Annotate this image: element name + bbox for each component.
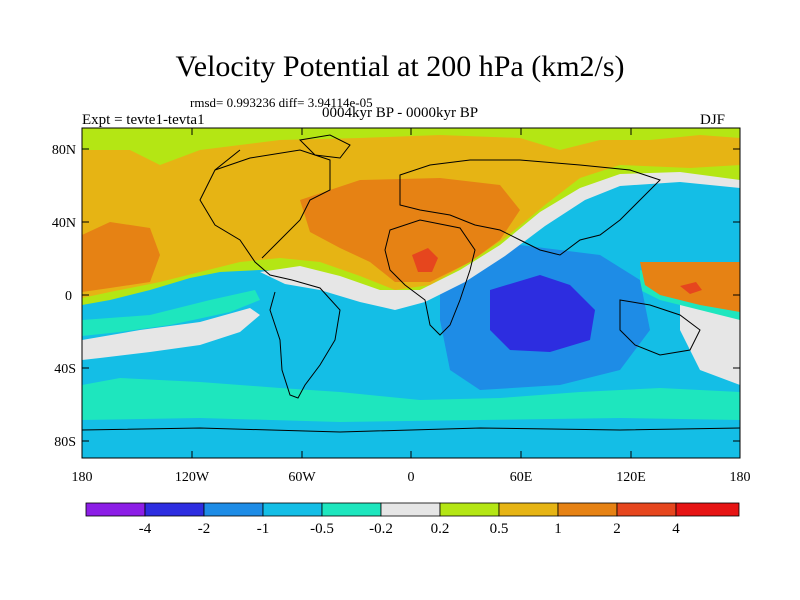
coast-south-america bbox=[269, 279, 341, 399]
lat-label-0: 0 bbox=[65, 289, 72, 304]
period-label: 0004kyr BP - 0000kyr BP bbox=[322, 105, 479, 121]
stats-label: rmsd= 0.993236 diff= 3.94114e-05 bbox=[190, 95, 373, 110]
colorbar-box-1 bbox=[144, 502, 205, 517]
lon-label-0: 0 bbox=[408, 470, 415, 485]
lat-axis: 80N 40N 0 40S 80S bbox=[52, 143, 740, 450]
lon-axis: 180 120W 60W 0 60E 120E 180 bbox=[72, 128, 751, 485]
lat-label-80n: 80N bbox=[52, 143, 76, 158]
colorbar-label-6: 0.5 bbox=[490, 521, 509, 537]
field-near0-spacific bbox=[82, 308, 260, 360]
lon-label-60w: 60W bbox=[288, 470, 316, 485]
coastlines bbox=[82, 134, 740, 433]
colorbar: -4 -2 -1 -0.5 -0.2 0.2 0.5 1 2 4 bbox=[85, 502, 740, 537]
colorbar-box-6 bbox=[439, 502, 500, 517]
field-neg4-indian bbox=[490, 275, 595, 352]
colorbar-label-4: -0.2 bbox=[369, 521, 393, 537]
figure-title: Velocity Potential at 200 hPa (km2/s) bbox=[175, 50, 625, 83]
lon-label-180e: 180 bbox=[730, 470, 751, 485]
coast-antarctica bbox=[82, 427, 740, 433]
colorbar-box-2 bbox=[203, 502, 264, 517]
colorbar-box-0 bbox=[85, 502, 146, 517]
field-pos2-wpac bbox=[680, 282, 702, 294]
coast-north-america bbox=[199, 149, 293, 281]
colorbar-box-3 bbox=[262, 502, 323, 517]
colorbar-label-2: -1 bbox=[257, 521, 270, 537]
lat-label-40s: 40S bbox=[54, 362, 76, 377]
colorbar-box-4 bbox=[321, 502, 382, 517]
colorbar-label-8: 2 bbox=[613, 521, 621, 537]
field-pos1-africa bbox=[300, 178, 520, 282]
field-near0-east bbox=[680, 300, 740, 385]
coast-australia bbox=[619, 299, 701, 356]
field-neg05-spacific bbox=[82, 290, 260, 336]
contour-field bbox=[82, 128, 740, 458]
colorbar-box-9 bbox=[616, 502, 677, 517]
lon-label-60e: 60E bbox=[510, 470, 533, 485]
colorbar-label-3: -0.5 bbox=[310, 521, 334, 537]
colorbar-label-5: 0.2 bbox=[431, 521, 450, 537]
field-neg1-south bbox=[82, 418, 740, 458]
coast-eurasia bbox=[399, 159, 661, 256]
experiment-label: Expt = tevte1-tevta1 bbox=[82, 112, 205, 128]
colorbar-label-7: 1 bbox=[554, 521, 562, 537]
field-pos2-africa bbox=[412, 248, 438, 272]
lon-label-120w: 120W bbox=[175, 470, 210, 485]
colorbar-box-10 bbox=[675, 502, 740, 517]
lon-label-120e: 120E bbox=[616, 470, 646, 485]
lat-label-80s: 80S bbox=[54, 435, 76, 450]
colorbar-label-1: -2 bbox=[198, 521, 211, 537]
coast-africa bbox=[384, 219, 476, 336]
field-pos1-pacific bbox=[82, 222, 160, 292]
lon-label-180w: 180 bbox=[72, 470, 93, 485]
colorbar-box-5 bbox=[380, 502, 441, 517]
colorbar-box-7 bbox=[498, 502, 559, 517]
colorbar-label-0: -4 bbox=[139, 521, 152, 537]
lat-label-40n: 40N bbox=[52, 216, 76, 231]
coast-greenland bbox=[298, 134, 351, 159]
season-label: DJF bbox=[700, 112, 726, 128]
colorbar-label-9: 4 bbox=[672, 521, 680, 537]
colorbar-box-8 bbox=[557, 502, 618, 517]
coast-north-america-east bbox=[214, 149, 331, 259]
